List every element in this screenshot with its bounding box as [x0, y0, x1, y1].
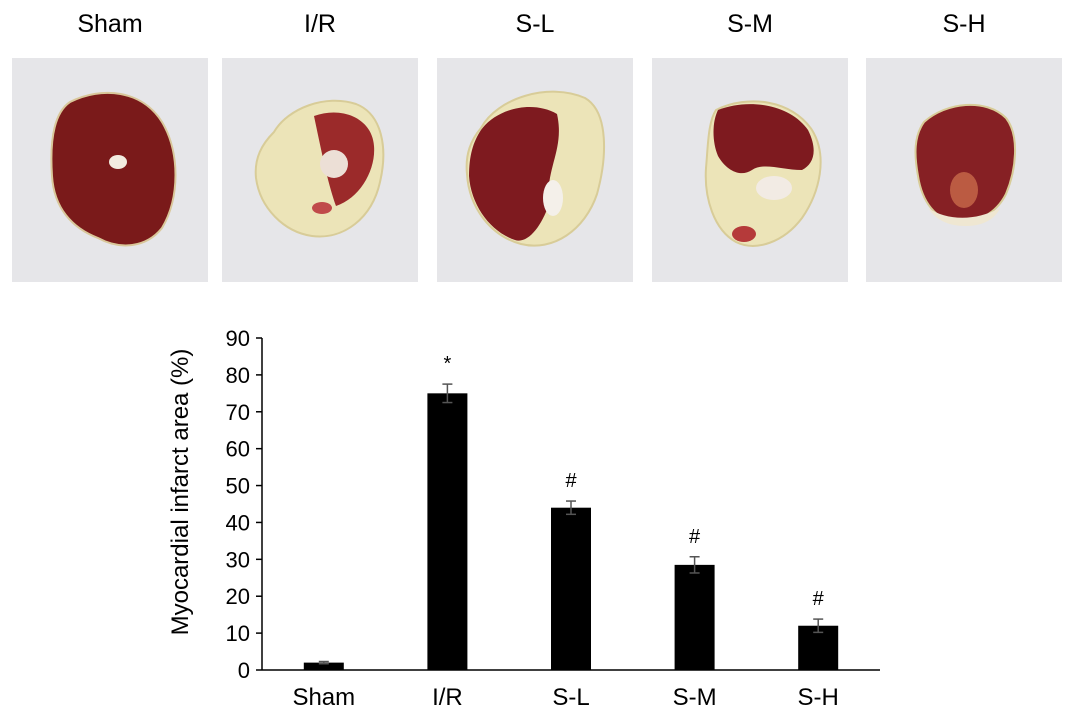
significance-marker: #	[565, 470, 577, 492]
panel-label-sham: Sham	[77, 10, 143, 38]
x-tick-label: Sham	[292, 684, 355, 711]
panel-label-sm: S-M	[727, 10, 773, 38]
y-tick-label: 20	[226, 584, 250, 609]
panel-sham: Sham	[12, 0, 208, 290]
heart-slice-photo-sham	[12, 58, 208, 282]
heart-slice-photo-sh	[866, 58, 1062, 282]
panel-label-sh: S-H	[942, 10, 986, 38]
heart-slice-ir-icon	[254, 99, 385, 238]
heart-section-panels: Sham I/R S-L S-M	[0, 0, 1075, 290]
panel-sl: S-L	[437, 0, 633, 290]
y-tick-label: 70	[226, 400, 250, 425]
y-tick-label: 50	[226, 474, 250, 499]
y-tick-label: 90	[226, 326, 250, 351]
heart-slice-sh-icon	[914, 104, 1016, 226]
x-tick-label: I/R	[432, 684, 463, 711]
bar-s-m	[674, 564, 715, 670]
heart-slice-sham-icon	[50, 91, 177, 247]
panel-label-sl: S-L	[515, 10, 555, 38]
y-tick-label: 0	[238, 658, 250, 683]
bars: * # # #	[303, 353, 839, 670]
y-tick-label: 80	[226, 363, 250, 388]
bar-i-r	[427, 393, 468, 670]
y-tick-label: 10	[226, 621, 250, 646]
y-axis-label: Myocardial infarct area (%)	[167, 349, 194, 636]
x-axis: Sham I/R S-L S-M S-H	[262, 669, 880, 711]
panel-sm: S-M	[652, 0, 848, 290]
significance-marker: #	[813, 588, 825, 610]
x-tick-label: S-M	[673, 684, 717, 711]
significance-marker: *	[444, 353, 452, 375]
heart-slice-sl-icon	[465, 90, 605, 247]
heart-slice-sm-icon	[704, 100, 822, 247]
x-tick-label: S-L	[552, 684, 589, 711]
x-tick-label: S-H	[798, 684, 839, 711]
panel-sh: S-H	[866, 0, 1062, 290]
infarct-area-bar-chart: 0 10 20 30 40 50 60 70 80 90 * # # # Sham I/R S-L S-M S-…	[167, 326, 880, 711]
y-axis: 0 10 20 30 40 50 60 70 80 90	[226, 326, 263, 683]
panel-label-ir: I/R	[304, 10, 336, 38]
heart-slice-photo-sm	[652, 58, 848, 282]
y-tick-label: 40	[226, 510, 250, 535]
bar-sham	[303, 662, 344, 670]
y-tick-label: 30	[226, 547, 250, 572]
bar-s-l	[551, 507, 591, 670]
panel-ir: I/R	[222, 0, 418, 290]
significance-marker: #	[689, 526, 701, 548]
heart-slice-photo-sl	[437, 58, 633, 282]
heart-slice-photo-ir	[222, 58, 418, 282]
y-tick-label: 60	[226, 437, 250, 462]
